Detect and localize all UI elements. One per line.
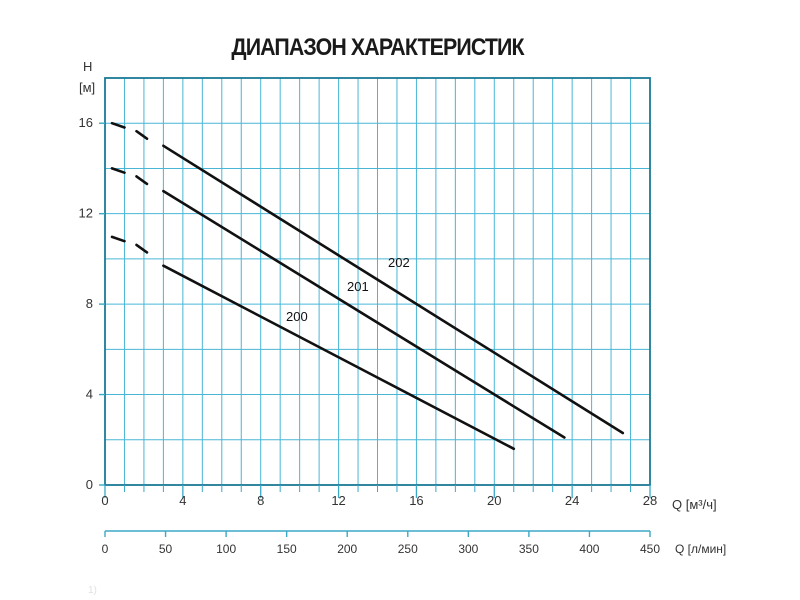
svg-text:202: 202: [388, 255, 410, 270]
svg-text:12: 12: [79, 206, 93, 221]
svg-text:50: 50: [159, 542, 173, 556]
svg-text:150: 150: [277, 542, 297, 556]
svg-text:28: 28: [643, 493, 657, 508]
svg-text:8: 8: [257, 493, 264, 508]
svg-text:Q [л/мин]: Q [л/мин]: [675, 542, 726, 556]
svg-text:20: 20: [487, 493, 501, 508]
svg-text:16: 16: [79, 115, 93, 130]
svg-text:0: 0: [101, 493, 108, 508]
svg-text:8: 8: [86, 296, 93, 311]
svg-text:400: 400: [579, 542, 599, 556]
svg-text:201: 201: [347, 279, 369, 294]
svg-text:0: 0: [102, 542, 109, 556]
svg-text:200: 200: [286, 309, 308, 324]
svg-text:24: 24: [565, 493, 579, 508]
svg-text:0: 0: [86, 477, 93, 492]
svg-text:4: 4: [86, 387, 93, 402]
svg-text:300: 300: [458, 542, 478, 556]
svg-text:350: 350: [519, 542, 539, 556]
svg-text:200: 200: [337, 542, 357, 556]
svg-text:16: 16: [409, 493, 423, 508]
svg-text:1): 1): [88, 585, 97, 596]
svg-text:450: 450: [640, 542, 660, 556]
svg-text:[м]: [м]: [79, 80, 95, 95]
svg-text:4: 4: [179, 493, 186, 508]
svg-text:250: 250: [398, 542, 418, 556]
svg-text:H: H: [83, 59, 92, 74]
svg-text:100: 100: [216, 542, 236, 556]
svg-text:12: 12: [331, 493, 345, 508]
svg-text:Q [м³/ч]: Q [м³/ч]: [672, 497, 717, 512]
